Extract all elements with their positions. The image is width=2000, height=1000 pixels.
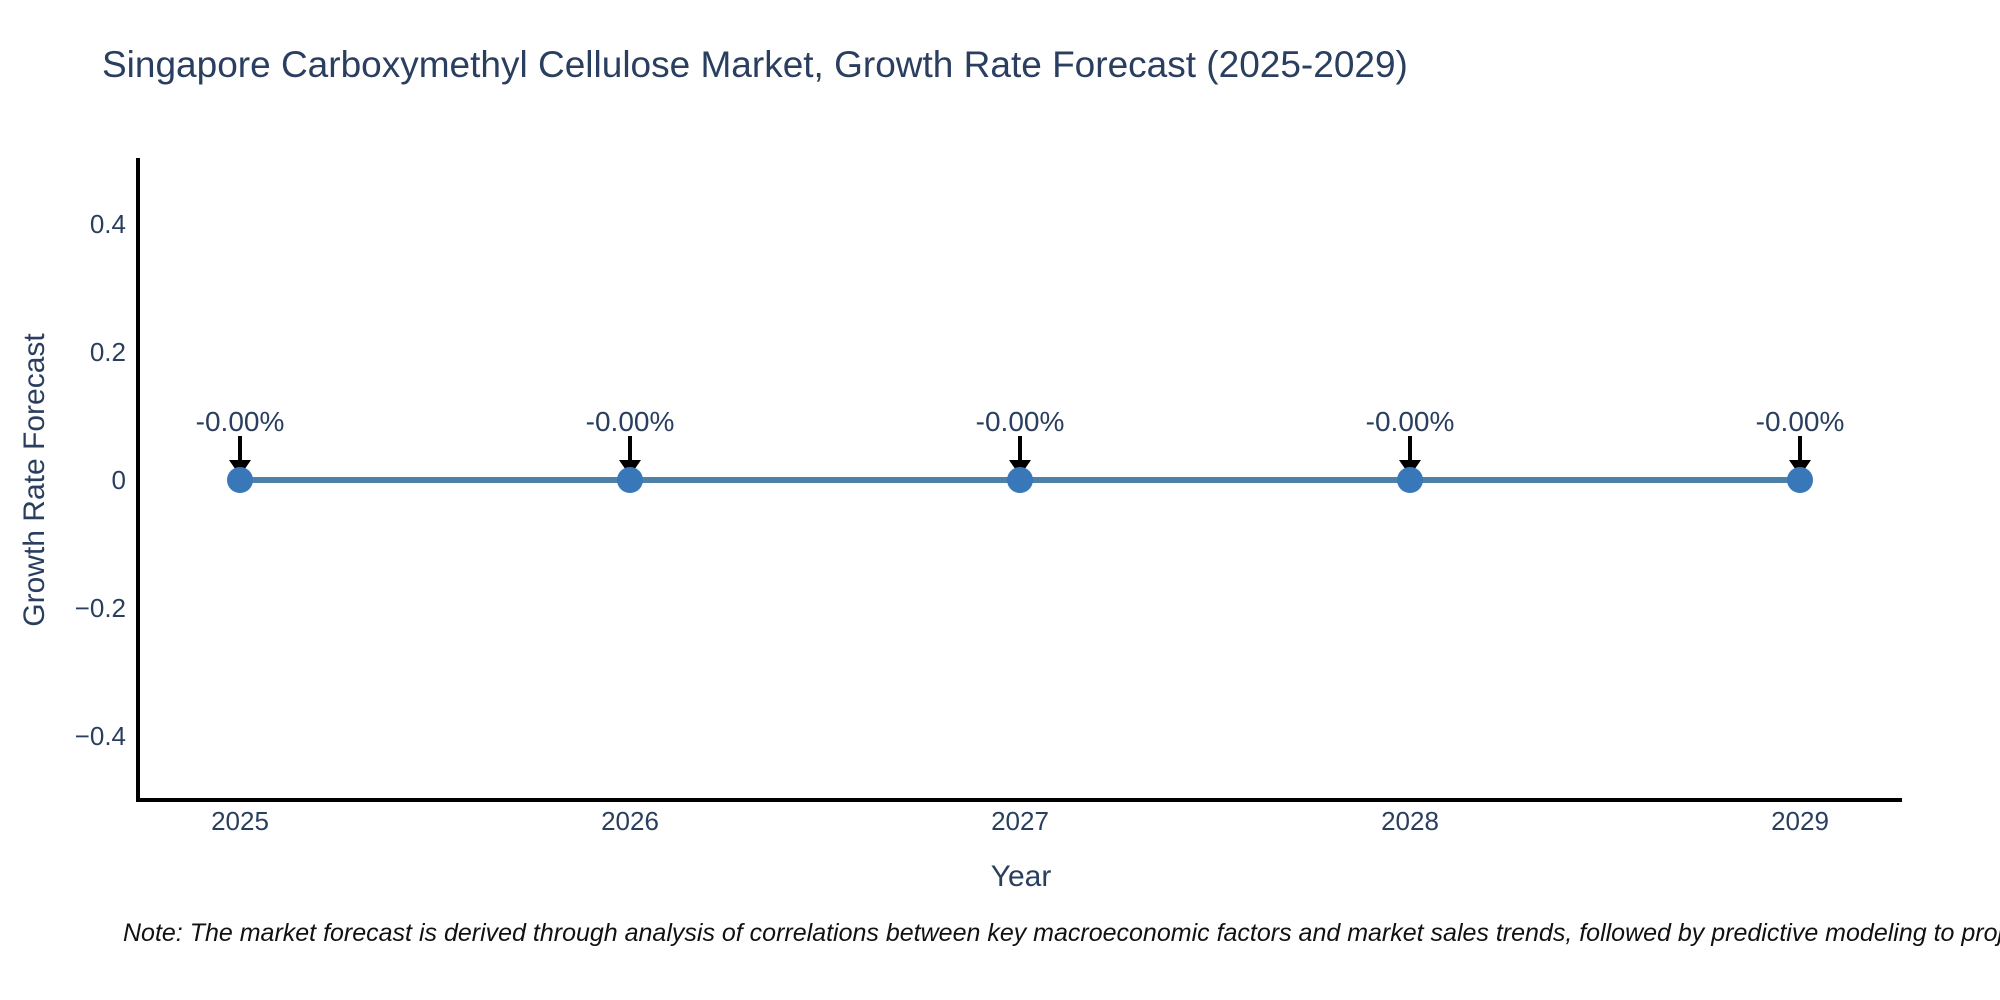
annotation-label: -0.00% (975, 406, 1065, 437)
annotation-label: -0.00% (1755, 406, 1845, 437)
y-tick-label: 0.2 (89, 337, 126, 367)
x-axis-line (136, 798, 1902, 802)
annotation-label: -0.00% (585, 406, 675, 437)
data-point-marker (227, 467, 253, 493)
annotation-arrow-shaft (1798, 436, 1802, 462)
chart-title: Singapore Carboxymethyl Cellulose Market… (102, 44, 1408, 85)
annotation-arrow-shaft (628, 436, 632, 462)
x-tick-label: 2026 (601, 806, 659, 836)
data-point-marker (617, 467, 643, 493)
data-point-marker (1397, 467, 1423, 493)
x-tick-label: 2025 (211, 806, 269, 836)
annotation-arrow-shaft (238, 436, 242, 462)
x-axis-title: Year (990, 860, 1052, 893)
y-tick-label: −0.2 (74, 593, 126, 623)
footnote: Note: The market forecast is derived thr… (123, 919, 2000, 947)
data-point-marker (1007, 467, 1033, 493)
data-point-marker (1787, 467, 1813, 493)
annotation-arrow-shaft (1018, 436, 1022, 462)
annotation-label: -0.00% (195, 406, 285, 437)
x-tick-label: 2027 (991, 806, 1049, 836)
x-tick-label: 2029 (1771, 806, 1829, 836)
x-tick-label: 2028 (1381, 806, 1439, 836)
annotation-arrow-shaft (1408, 436, 1412, 462)
y-tick-label: 0 (111, 465, 126, 495)
y-axis-line (136, 158, 140, 802)
annotation-label: -0.00% (1365, 406, 1455, 437)
y-tick-label: −0.4 (74, 721, 126, 751)
y-tick-label: 0.4 (89, 209, 126, 239)
